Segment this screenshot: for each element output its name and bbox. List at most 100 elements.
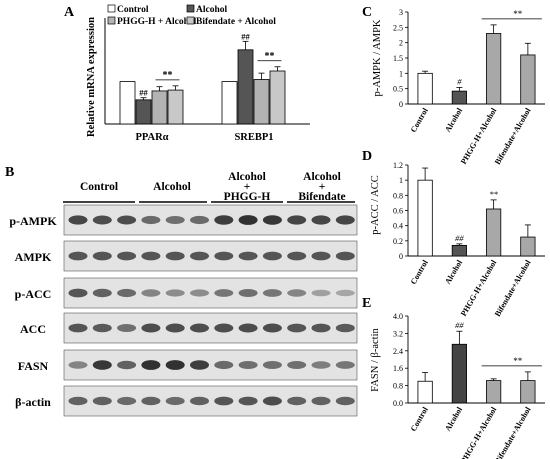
blot-band [141, 396, 161, 406]
blot-band [238, 396, 258, 406]
blot-band [214, 323, 234, 333]
x-tick-label: Alcohol [443, 405, 464, 433]
blot-band [262, 289, 282, 297]
blot-band [311, 251, 331, 261]
panel-letter-c: C [362, 5, 372, 20]
blot-row-label: p-AMPK [9, 214, 57, 228]
blot-band [311, 396, 331, 406]
blot-group-label: + [244, 181, 251, 193]
blot-row-label: β-actin [15, 395, 51, 409]
panel-d: D p-ACC / ACC 0 0.2 0.4 0.6 0.8 1 1.2 Control Al… [362, 149, 545, 318]
blot-band [92, 251, 112, 261]
blot-group-label: + [319, 181, 326, 193]
blot-band [117, 215, 137, 225]
blot-band [141, 323, 161, 333]
y-tick-label: 1 [399, 69, 403, 78]
blot-band [311, 289, 331, 297]
panel-e-y-axis-label: FASN / β-actin [370, 328, 381, 392]
y-tick-label: 4.0 [393, 312, 403, 321]
panel-letter-a: A [64, 5, 75, 20]
blot-group-label: Control [80, 181, 118, 193]
legend-entry: PHGG-H + Alcohol [117, 17, 197, 27]
blot-band [165, 323, 185, 333]
y-tick-label: 0.8 [393, 191, 403, 200]
y-tick-label: 1.5 [393, 54, 403, 63]
blot-group-label: Bifendate [298, 191, 345, 203]
bar [520, 54, 536, 105]
blot-band [262, 251, 282, 261]
x-tick-label: PHGG-H+Alcohol [459, 405, 499, 459]
bar [486, 208, 502, 257]
bar [135, 99, 152, 125]
blot-band [165, 216, 185, 224]
y-tick-label: 0.0 [393, 399, 403, 408]
blot-band [287, 396, 307, 406]
y-tick-label: 3.2 [393, 329, 403, 338]
blot-band [287, 251, 307, 261]
blot-band [262, 396, 282, 406]
panel-letter-d: D [362, 149, 372, 164]
blot-band [117, 288, 137, 298]
blot-band [190, 323, 209, 333]
y-tick-label: 1.2 [393, 161, 403, 170]
y-tick-label: 2.4 [393, 347, 403, 356]
bar [167, 89, 184, 125]
blot-band [68, 288, 88, 298]
blot-band [262, 323, 282, 333]
blot-row-label: FASN [18, 359, 49, 373]
y-tick-label: 0.6 [393, 207, 403, 216]
blot-band [190, 215, 209, 225]
blot-band [335, 215, 355, 225]
x-tick-label: Bifendate+Alcohol [493, 106, 533, 166]
blot-strip [63, 204, 358, 236]
blot-band [92, 288, 112, 298]
blot-band [117, 360, 137, 370]
panel-a-bars: ## ** ## ** [119, 31, 286, 125]
blot-band [214, 251, 234, 261]
bar [451, 244, 467, 257]
y-tick-label: 0.5 [393, 85, 403, 94]
blot-strip [63, 349, 358, 381]
bar [269, 70, 286, 125]
blot-band [287, 215, 307, 225]
y-tick-label: 2 [399, 39, 403, 48]
blot-band [141, 360, 161, 370]
blot-band [68, 323, 88, 333]
panel-c-y-axis-label: p-AMPK / AMPK [372, 19, 383, 96]
y-tick-label: 0 [399, 100, 403, 109]
blot-band [262, 215, 282, 225]
y-tick-label: 0 [399, 252, 403, 261]
panel-letter-b: B [5, 165, 14, 180]
legend-swatch [107, 16, 116, 25]
blot-group-label: Alcohol [303, 171, 341, 183]
blot-band [92, 323, 112, 333]
blot-band [141, 215, 161, 225]
panel-a-y-axis-label: Relative mRNA expression [86, 17, 97, 137]
blot-band [238, 215, 258, 225]
blot-band [335, 396, 355, 406]
panel-d-y-axis-label: p-ACC / ACC [370, 175, 381, 235]
bar [417, 380, 433, 404]
blot-band [262, 361, 282, 369]
panel-d-chart: 0 0.2 0.4 0.6 0.8 1 1.2 Control AlcoholPHGG-H+Al… [393, 161, 545, 318]
significance-mark: ** [163, 70, 173, 81]
panel-e: E FASN / β-actin 0.0 0.8 1.6 2.4 3.2 4.0 Contr… [362, 296, 545, 459]
blot-band [335, 323, 355, 333]
bar [451, 343, 467, 404]
blot-band [311, 323, 331, 333]
blot-band [92, 215, 112, 225]
bar [253, 79, 270, 125]
panel-a: A Relative mRNA expression PPARα SREBP1 #… [64, 4, 310, 143]
blot-band [68, 396, 88, 406]
bar [451, 90, 467, 105]
panel-a-legend: Control Alcohol PHGG-H + Alcohol Bifendate … [107, 4, 276, 27]
significance-mark: ## [241, 31, 250, 41]
panel-b-western-blot: B Control AlcoholAlcohol+PHGG-HAlcohol+Bi… [5, 165, 358, 417]
y-tick-label: 0.4 [393, 222, 403, 231]
blot-band [335, 251, 355, 261]
blot-band [214, 289, 234, 297]
blot-band [287, 361, 307, 369]
blot-band [214, 215, 234, 225]
x-tick-label: Bifendate+Alcohol [493, 405, 533, 459]
significance-mark: ** [513, 9, 523, 19]
